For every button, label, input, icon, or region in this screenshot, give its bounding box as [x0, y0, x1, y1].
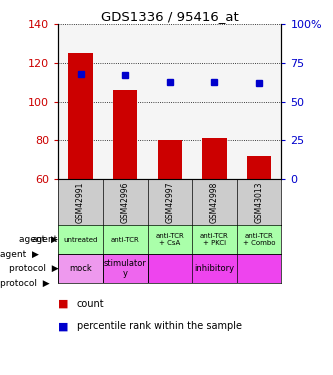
Text: percentile rank within the sample: percentile rank within the sample: [77, 321, 241, 331]
Bar: [158, 140, 182, 179]
Bar: [68, 53, 93, 179]
Bar: [103, 254, 148, 283]
Text: anti-TCR: anti-TCR: [111, 237, 140, 243]
Title: GDS1336 / 95416_at: GDS1336 / 95416_at: [101, 10, 239, 23]
Text: count: count: [77, 299, 104, 309]
Text: GSM42998: GSM42998: [210, 182, 219, 223]
Bar: [58, 254, 103, 283]
Text: anti-TCR
+ PKCi: anti-TCR + PKCi: [200, 233, 229, 246]
Text: untreated: untreated: [63, 237, 98, 243]
Bar: [113, 90, 138, 179]
Text: agent  ▶: agent ▶: [19, 235, 58, 244]
Text: protocol  ▶: protocol ▶: [0, 279, 50, 288]
Text: ■: ■: [58, 299, 69, 309]
Bar: [148, 254, 281, 283]
Text: stimulator
y: stimulator y: [104, 259, 147, 278]
Text: anti-TCR
+ CsA: anti-TCR + CsA: [156, 233, 184, 246]
Text: inhibitory: inhibitory: [194, 264, 234, 273]
Text: ■: ■: [58, 321, 69, 331]
Text: GSM42997: GSM42997: [165, 181, 174, 223]
Text: agent  ▶: agent ▶: [0, 250, 39, 259]
Text: agent: agent: [31, 235, 57, 244]
Text: protocol  ▶: protocol ▶: [9, 264, 58, 273]
Text: GSM42996: GSM42996: [121, 181, 130, 223]
Text: GSM43013: GSM43013: [254, 181, 264, 223]
Text: anti-TCR
+ Combo: anti-TCR + Combo: [243, 233, 275, 246]
Bar: [247, 156, 271, 179]
Text: GSM42991: GSM42991: [76, 182, 85, 223]
Bar: [202, 138, 227, 179]
Text: mock: mock: [69, 264, 92, 273]
